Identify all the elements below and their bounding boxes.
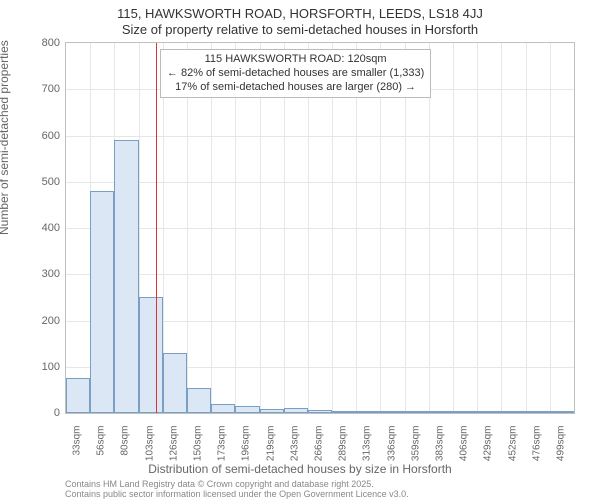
annotation-box: 115 HAWKSWORTH ROAD: 120sqm ← 82% of sem… xyxy=(160,49,431,98)
grid-v xyxy=(477,43,478,413)
grid-h xyxy=(66,136,574,137)
x-axis-label: Distribution of semi-detached houses by … xyxy=(0,462,600,476)
grid-h xyxy=(66,274,574,275)
footer-line2: Contains public sector information licen… xyxy=(65,490,409,500)
grid-v xyxy=(526,43,527,413)
y-tick: 400 xyxy=(20,222,60,234)
x-tick: 452sqm xyxy=(507,426,518,486)
x-tick: 266sqm xyxy=(314,426,325,486)
reference-line xyxy=(156,43,157,413)
grid-v xyxy=(284,43,285,413)
grid-v xyxy=(501,43,502,413)
histogram-bar xyxy=(501,411,525,413)
y-tick: 200 xyxy=(20,315,60,327)
x-tick: 56sqm xyxy=(96,426,107,486)
grid-v xyxy=(260,43,261,413)
x-tick: 429sqm xyxy=(483,426,494,486)
x-tick: 196sqm xyxy=(241,426,252,486)
grid-h xyxy=(66,182,574,183)
histogram-bar xyxy=(429,411,453,413)
grid-v xyxy=(356,43,357,413)
grid-v xyxy=(550,43,551,413)
histogram-bar xyxy=(235,406,259,413)
x-tick: 476sqm xyxy=(531,426,542,486)
chart-title-line1: 115, HAWKSWORTH ROAD, HORSFORTH, LEEDS, … xyxy=(0,6,600,21)
x-tick: 103sqm xyxy=(144,426,155,486)
x-tick: 80sqm xyxy=(120,426,131,486)
x-tick: 336sqm xyxy=(386,426,397,486)
x-tick: 243sqm xyxy=(289,426,300,486)
grid-v xyxy=(380,43,381,413)
y-tick: 800 xyxy=(20,37,60,49)
histogram-bar xyxy=(380,411,404,413)
attribution-footer: Contains HM Land Registry data © Crown c… xyxy=(65,480,409,500)
chart-title-line2: Size of property relative to semi-detach… xyxy=(0,22,600,37)
grid-v xyxy=(332,43,333,413)
x-tick: 313sqm xyxy=(362,426,373,486)
histogram-bar xyxy=(477,411,501,413)
chart-container: 115, HAWKSWORTH ROAD, HORSFORTH, LEEDS, … xyxy=(0,0,600,500)
histogram-bar xyxy=(163,353,187,413)
y-tick: 300 xyxy=(20,268,60,280)
x-tick: 406sqm xyxy=(459,426,470,486)
histogram-bar xyxy=(90,191,114,413)
x-tick: 359sqm xyxy=(410,426,421,486)
annotation-line1: 115 HAWKSWORTH ROAD: 120sqm xyxy=(167,53,424,67)
histogram-bar xyxy=(453,411,477,413)
grid-h xyxy=(66,228,574,229)
x-tick: 126sqm xyxy=(168,426,179,486)
histogram-bar xyxy=(66,378,90,413)
x-tick: 383sqm xyxy=(434,426,445,486)
histogram-bar xyxy=(284,408,308,413)
histogram-bar xyxy=(139,297,163,413)
y-tick: 500 xyxy=(20,176,60,188)
x-tick: 150sqm xyxy=(193,426,204,486)
y-axis-label: Number of semi-detached properties xyxy=(0,40,11,235)
y-tick: 700 xyxy=(20,83,60,95)
annotation-line3: 17% of semi-detached houses are larger (… xyxy=(167,81,424,95)
x-tick: 499sqm xyxy=(555,426,566,486)
grid-v xyxy=(187,43,188,413)
grid-v xyxy=(453,43,454,413)
histogram-bar xyxy=(114,140,138,413)
histogram-bar xyxy=(260,409,284,413)
annotation-line2: ← 82% of semi-detached houses are smalle… xyxy=(167,67,424,81)
y-tick: 0 xyxy=(20,407,60,419)
x-tick: 219sqm xyxy=(265,426,276,486)
x-tick: 33sqm xyxy=(72,426,83,486)
y-tick: 100 xyxy=(20,361,60,373)
grid-v xyxy=(308,43,309,413)
grid-v xyxy=(405,43,406,413)
x-tick: 173sqm xyxy=(217,426,228,486)
histogram-bar xyxy=(332,411,356,413)
histogram-bar xyxy=(308,410,332,413)
grid-v xyxy=(235,43,236,413)
grid-v xyxy=(429,43,430,413)
grid-v xyxy=(211,43,212,413)
histogram-bar xyxy=(526,411,550,413)
y-tick: 600 xyxy=(20,130,60,142)
histogram-bar xyxy=(356,411,380,413)
plot-area: 115 HAWKSWORTH ROAD: 120sqm ← 82% of sem… xyxy=(65,42,575,414)
histogram-bar xyxy=(405,411,429,413)
histogram-bar xyxy=(550,411,574,413)
histogram-bar xyxy=(187,388,211,413)
histogram-bar xyxy=(211,404,235,413)
x-tick: 289sqm xyxy=(338,426,349,486)
